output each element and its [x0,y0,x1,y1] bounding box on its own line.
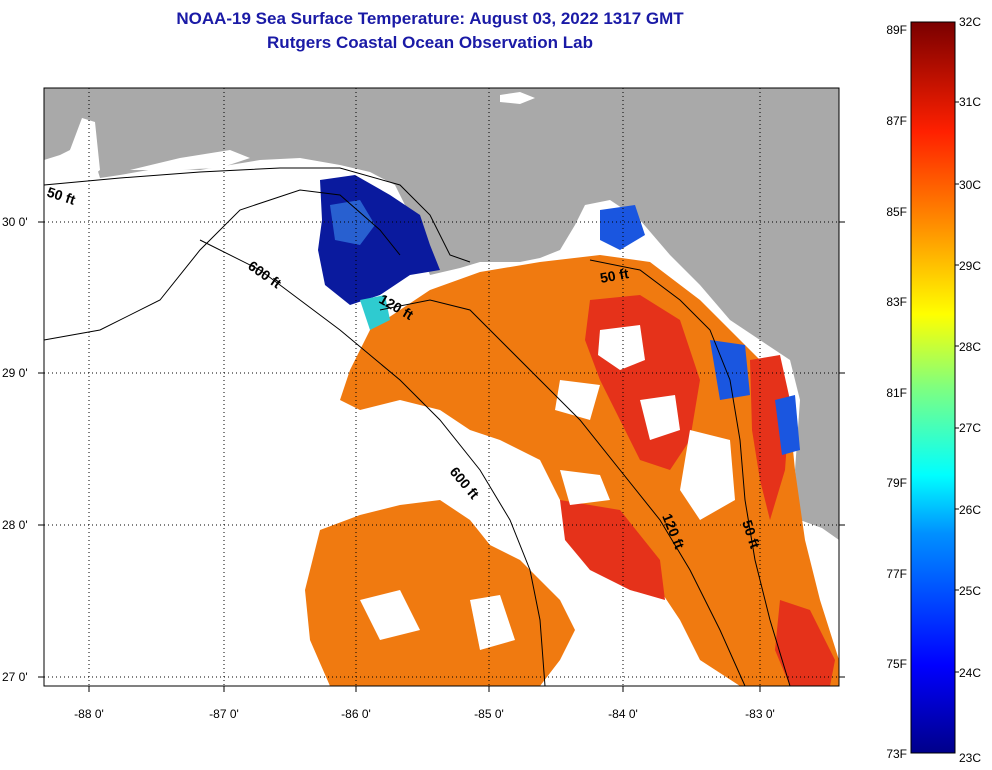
lat-label-29: 29 0' [2,366,28,380]
cbar-c-31: 31C [959,95,981,109]
lon-label-84: -84 0' [608,707,638,721]
cbar-f-73: 73F [886,747,907,761]
cbar-f-85: 85F [886,205,907,219]
cbar-c-28: 28C [959,340,981,354]
colorbar [910,21,956,754]
cbar-f-83: 83F [886,295,907,309]
cbar-f-79: 79F [886,476,907,490]
cbar-c-23: 23C [959,751,981,765]
lon-label-87: -87 0' [209,707,239,721]
cbar-c-24: 24C [959,666,981,680]
contour-label-50ft-north: 50 ft [599,265,630,286]
cbar-c-32: 32C [959,15,981,29]
cbar-c-26: 26C [959,503,981,517]
lat-label-27: 27 0' [2,670,28,684]
cbar-f-87: 87F [886,114,907,128]
cbar-c-27: 27C [959,421,981,435]
lon-label-85: -85 0' [474,707,504,721]
land-mass [44,88,839,540]
lat-label-28: 28 0' [2,518,28,532]
cbar-c-29: 29C [959,259,981,273]
lon-label-83: -83 0' [745,707,775,721]
map-border [43,87,840,687]
chart-subtitle: Rutgers Coastal Ocean Observation Lab [267,33,593,52]
lon-label-86: -86 0' [341,707,371,721]
cbar-f-89: 89F [886,23,907,37]
lon-label-88: -88 0' [74,707,104,721]
cbar-c-25: 25C [959,584,981,598]
cbar-f-81: 81F [886,386,907,400]
graticule [44,88,839,686]
chart-title: NOAA-19 Sea Surface Temperature: August … [176,9,684,28]
lat-label-30: 30 0' [2,215,28,229]
bathymetry-contours [43,167,791,687]
cbar-c-30: 30C [959,178,981,192]
cbar-f-75: 75F [886,657,907,671]
cbar-f-77: 77F [886,567,907,581]
